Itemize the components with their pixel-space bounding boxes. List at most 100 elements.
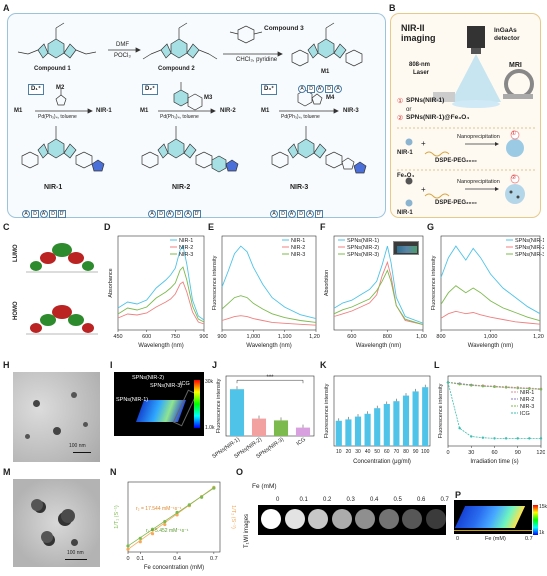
category-label: 20 <box>346 449 352 455</box>
plot-frame <box>221 235 317 331</box>
x-axis-label: Wavelength (nm) <box>138 343 183 349</box>
fe-mm-label: Fe (mM) <box>252 483 277 490</box>
panel-label-f: F <box>320 222 326 232</box>
laser-label-2: Laser <box>413 70 430 76</box>
x-axis-label: Wavelength (nm) <box>468 343 513 349</box>
compound-2-structure <box>142 22 218 60</box>
m2-label: M2 <box>56 85 65 91</box>
panel-label-o: O <box>236 467 244 477</box>
tick-label: 450 <box>113 334 122 340</box>
data-point <box>504 386 508 389</box>
legend-entry: NIR-2 <box>520 397 534 403</box>
series-line-spns-nir-3- <box>440 285 541 322</box>
panel-label-g: G <box>427 222 435 232</box>
tick-label: 1,000 <box>416 334 427 340</box>
data-point <box>446 381 450 384</box>
bar-spns-nir-3- <box>273 420 289 436</box>
sequence-unit: A <box>184 210 192 218</box>
spn-fe3o4-particle-icon <box>505 184 525 204</box>
panel-label-c: C <box>3 222 10 232</box>
spn-particle-icon <box>506 139 524 157</box>
tick-label: 750 <box>171 334 180 340</box>
r2-annotation: r₂ = 17.544 mM⁻¹s⁻¹ <box>136 506 182 512</box>
plot-frame <box>333 235 424 331</box>
panel-label-h: H <box>3 360 10 370</box>
chart-d: 450 600 750 900 Wavelength (nm) Absorbance NIR… <box>108 235 208 349</box>
y-axis-label: Absorbance <box>108 268 114 297</box>
sequence-unit: A <box>298 85 306 93</box>
series-line-spns-nir-2- <box>440 310 541 325</box>
concentration-label: 0 <box>276 497 280 503</box>
compound-1-label: Compound 1 <box>34 66 71 72</box>
tick-label: 1,100 <box>278 334 292 340</box>
category-label: 70 <box>394 449 400 455</box>
data-point <box>528 437 531 440</box>
nir-ii-title: NIR-II <box>401 23 425 33</box>
panel-label-a: A <box>3 3 10 13</box>
spn-2-number: ② <box>511 175 517 181</box>
legend-entry: NIR-3 <box>520 404 534 410</box>
option-2-label: SPNs(NIR-1)@Fe₃O₄ <box>406 114 470 121</box>
axis-p-label: Fe (mM) <box>485 536 506 542</box>
chart-e: 900 1,000 1,100 1,200 Wavelength (nm) Fluores… <box>212 235 320 349</box>
legend-entry: SPNs(NIR-1) <box>347 238 379 244</box>
lumo-orbital-image <box>26 243 98 273</box>
series-line-nir-1 <box>221 245 317 320</box>
data-point <box>481 436 485 439</box>
concentration-label: 0.5 <box>393 497 402 503</box>
homo-label: HOMO <box>13 301 19 320</box>
y-axis-label: Fluorescence intensity <box>216 378 222 433</box>
bar-60 <box>383 404 390 446</box>
plot-frame <box>333 375 431 447</box>
detector-label-1: InGaAs <box>494 27 517 34</box>
category-label: 40 <box>365 449 371 455</box>
bar-90 <box>412 391 419 446</box>
compound-2-label: Compound 2 <box>158 66 195 72</box>
series-line-spns-nir-1- <box>440 245 541 315</box>
t1wi-row-label: T₁WI images <box>244 513 250 548</box>
tick-label: 1,000 <box>246 334 260 340</box>
tick-label: 900 <box>199 334 208 340</box>
reaction-arrows <box>35 47 339 114</box>
legend-entry: SPNs(NIR-1) <box>515 238 544 244</box>
reagent-dmf: DMF <box>116 42 129 48</box>
data-point <box>493 437 496 440</box>
data-point <box>504 437 508 440</box>
sequence-unit: A' <box>166 210 174 218</box>
data-point-t1 <box>175 510 179 515</box>
data-point <box>516 437 519 440</box>
legend-entry: SPNs(NIR-3) <box>515 252 544 258</box>
nanoprecipitation-2: Nanoprecipitation <box>457 179 500 185</box>
nir3-product-label: NIR-3 <box>343 108 359 114</box>
d1-box: D₁⁺ <box>28 84 44 95</box>
panel-label-n: N <box>110 467 117 477</box>
nanoprecipitation-1: Nanoprecipitation <box>457 134 500 140</box>
y-axis-label: Absorbtion <box>324 270 330 296</box>
option-1-label: SPNs(NIR-1) <box>406 97 445 104</box>
legend-entry: NIR-2 <box>291 245 305 251</box>
nir3-structure-label: NIR-3 <box>290 184 309 191</box>
t1wi-sample-spot <box>378 509 399 529</box>
tick-label: 800 <box>436 334 445 340</box>
tick-label: 0 <box>446 450 449 456</box>
t1wi-sample-spot <box>284 509 305 529</box>
data-point <box>539 437 543 440</box>
series-line-nir-3 <box>221 295 317 323</box>
data-point-t2 <box>126 547 130 551</box>
t1wi-sample-spot <box>308 509 328 529</box>
d3-box: D₃⁺ <box>261 84 278 95</box>
d2-box: D₂⁺ <box>142 84 159 95</box>
detector-label-2: detector <box>494 35 520 42</box>
sequence-unit: D <box>157 210 165 218</box>
legend-entry: NIR-1 <box>291 238 305 244</box>
tick-label: 0.4 <box>173 556 181 562</box>
data-point-t2 <box>175 513 179 517</box>
m1-reactant-2: M1 <box>140 108 149 114</box>
nir2-sequence: A D A' D A D' <box>148 202 202 220</box>
bar-20 <box>345 419 352 446</box>
tick-label: 800 <box>383 334 392 340</box>
nir2-structure-label: NIR-2 <box>172 184 191 191</box>
y-axis-label-left: 1/T₁ (S⁻¹) <box>114 505 120 529</box>
plot-frame <box>117 235 205 331</box>
legend-entry: SPNs(NIR-3) <box>347 252 379 258</box>
